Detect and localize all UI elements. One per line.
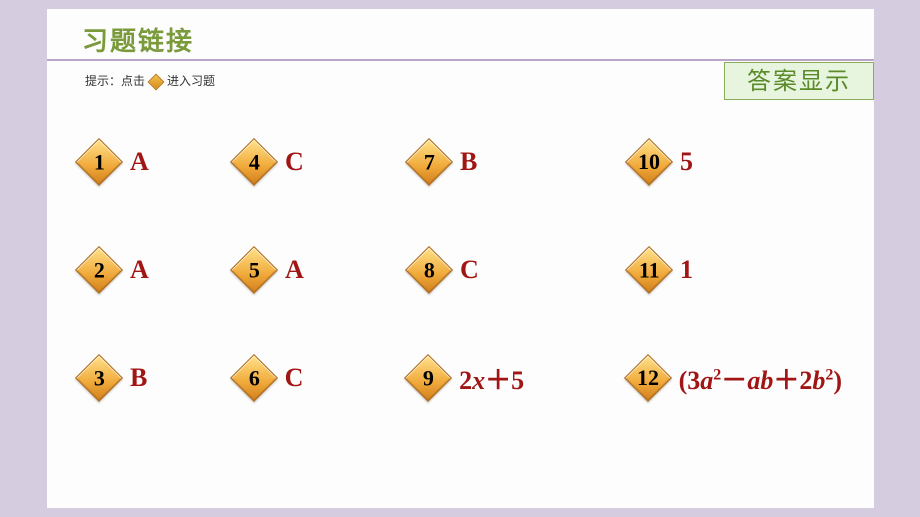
hint-suffix: 进入习题 [167,74,215,88]
exercise-number: 6 [248,365,259,391]
page-title: 习题链接 [82,21,194,58]
exercise-number: 11 [639,257,660,283]
hint-text: 提示：点击 进入习题 [85,72,215,89]
exercise-cell: 9 2x＋5 [411,353,630,403]
exercise-number-button[interactable]: 1 [75,138,123,186]
exercise-number: 12 [637,365,659,391]
exercise-number-button[interactable]: 8 [405,246,453,294]
exercise-cell: 8 C [412,245,632,295]
exercise-number-button[interactable]: 5 [230,246,278,294]
exercise-answer: A [130,255,149,285]
divider-line [47,59,874,61]
show-answers-button[interactable]: 答案显示 [724,62,874,100]
grid-row: 2 A 5 A 8 C 11 1 [82,245,842,295]
exercise-number: 3 [94,365,105,391]
exercise-cell: 11 1 [632,245,842,295]
exercise-number-button[interactable]: 4 [230,138,278,186]
grid-row: 1 A 4 C 7 B 10 5 [82,137,842,187]
exercise-number: 2 [94,257,105,283]
exercise-cell: 3 B [82,353,237,403]
exercise-answer: C [285,147,304,177]
exercise-cell: 4 C [237,137,412,187]
exercise-answer: C [285,363,304,393]
content-panel: 习题链接 提示：点击 进入习题 答案显示 1 A 4 C 7 B 10 5 [47,9,874,508]
exercise-answer: B [130,363,147,393]
exercise-cell: 12 (3a2－ab＋2b2) [631,353,842,403]
exercise-number-button[interactable]: 2 [75,246,123,294]
exercise-number: 9 [423,365,434,391]
grid-row: 3 B 6 C 9 2x＋5 12 (3a2－ab＋2b2) [82,353,842,403]
exercise-answer: B [460,147,477,177]
diamond-icon [148,74,165,91]
exercise-number: 4 [249,149,260,175]
exercise-cell: 2 A [82,245,237,295]
exercise-answer: 2x＋5 [459,360,524,397]
exercise-number-button[interactable]: 3 [75,354,123,402]
exercise-number-button[interactable]: 10 [625,138,673,186]
exercise-number: 8 [424,257,435,283]
exercise-number-button[interactable]: 7 [405,138,453,186]
exercise-cell: 1 A [82,137,237,187]
exercise-answer: (3a2－ab＋2b2) [679,360,842,397]
exercise-answer: A [285,255,304,285]
exercise-answer: 5 [680,147,693,177]
exercise-number: 1 [94,149,105,175]
exercise-answer: C [460,255,479,285]
exercise-cell: 7 B [412,137,632,187]
exercise-cell: 5 A [237,245,412,295]
exercise-cell: 10 5 [632,137,842,187]
exercise-answer: A [130,147,149,177]
exercise-number: 7 [424,149,435,175]
exercise-number-button[interactable]: 6 [230,354,278,402]
exercise-answer: 1 [680,255,693,285]
exercise-number-button[interactable]: 11 [625,246,673,294]
exercise-number-button[interactable]: 12 [624,354,672,402]
exercise-number: 10 [638,149,660,175]
hint-prefix: 提示：点击 [85,74,145,88]
exercise-grid: 1 A 4 C 7 B 10 5 2 A 5 A [82,137,842,461]
exercise-cell: 6 C [237,353,412,403]
exercise-number-button[interactable]: 9 [404,354,452,402]
exercise-number: 5 [249,257,260,283]
